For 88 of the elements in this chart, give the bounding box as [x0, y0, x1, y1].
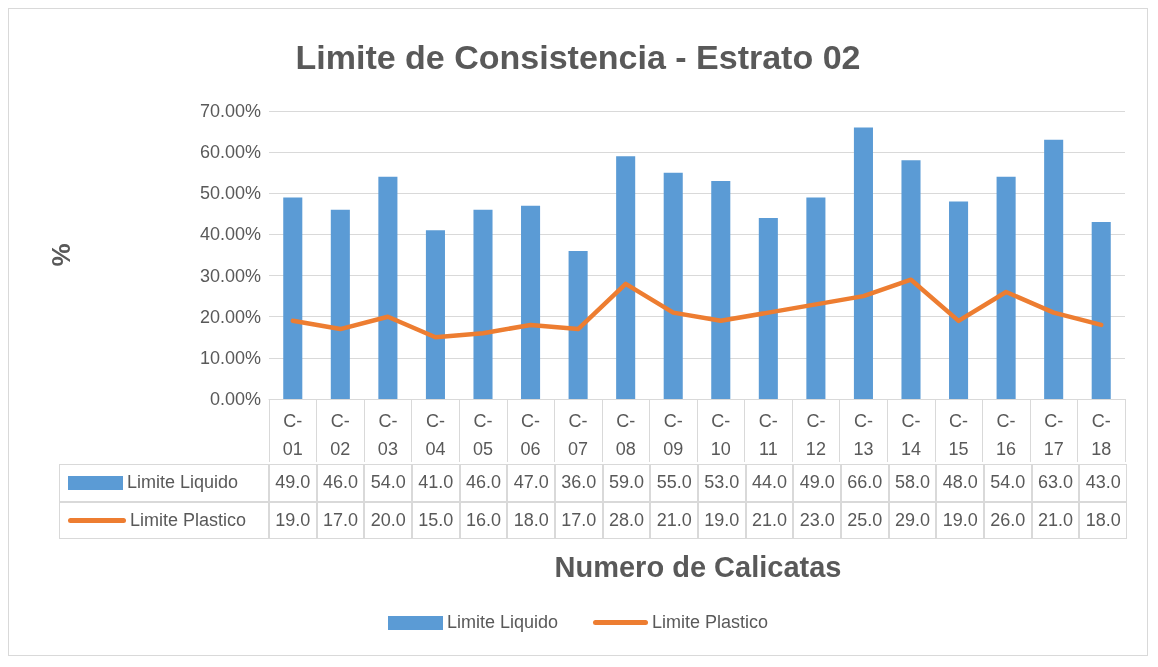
x-tick-label: C-04 — [425, 411, 446, 459]
data-label: 63.0 — [1031, 464, 1080, 502]
chart-title: Limite de Consistencia - Estrato 02 — [295, 38, 861, 76]
bar — [616, 156, 636, 399]
data-label: 58.0 — [888, 464, 937, 502]
data-label: 29.0 — [888, 501, 937, 539]
bar — [1044, 139, 1064, 399]
data-label: 59.0 — [602, 464, 651, 502]
x-tick-label: C-03 — [377, 411, 398, 459]
bar — [1091, 222, 1111, 399]
data-label: 47.0 — [507, 464, 555, 502]
data-label: 16.0 — [459, 501, 508, 539]
bar — [901, 160, 921, 399]
bar — [330, 209, 350, 399]
y-tick-label: 30.00% — [199, 265, 261, 286]
x-tick-label: C-01 — [282, 411, 303, 459]
data-label: 21.0 — [745, 501, 794, 539]
data-label: 26.0 — [984, 501, 1032, 539]
data-label: 20.0 — [364, 501, 412, 539]
bar — [473, 209, 493, 399]
bar — [806, 197, 826, 399]
y-tick-label: 40.00% — [199, 224, 261, 245]
x-tick-label: C-08 — [615, 411, 636, 459]
data-label: 19.0 — [936, 501, 984, 539]
x-tick-label: C-06 — [520, 411, 541, 459]
y-tick-label: 60.00% — [199, 142, 261, 163]
data-label: 19.0 — [698, 501, 746, 539]
data-label: 54.0 — [984, 464, 1032, 502]
x-tick-label: C-07 — [568, 411, 589, 459]
x-tick-label: C-09 — [663, 411, 684, 459]
data-label: 17.0 — [555, 501, 603, 539]
x-tick-label: C-10 — [710, 411, 731, 459]
data-label: 55.0 — [650, 464, 698, 502]
data-label: 36.0 — [555, 464, 603, 502]
data-label: 21.0 — [650, 501, 698, 539]
data-label: 18.0 — [1079, 501, 1127, 539]
data-label: 25.0 — [841, 501, 889, 539]
data-label: 54.0 — [364, 464, 412, 502]
data-label: 23.0 — [793, 501, 841, 539]
data-label: 46.0 — [316, 464, 365, 502]
bar — [949, 201, 969, 399]
data-label: 43.0 — [1079, 464, 1127, 502]
x-tick-label: C-16 — [996, 411, 1017, 459]
data-label: 28.0 — [602, 501, 651, 539]
x-tick-label: C-05 — [472, 411, 494, 459]
data-label: 66.0 — [841, 464, 889, 502]
x-tick-label: C-14 — [900, 411, 922, 459]
x-tick-label: C-11 — [758, 411, 778, 459]
data-label: 44.0 — [745, 464, 794, 502]
bar — [568, 250, 588, 399]
x-tick-label: C-18 — [1091, 411, 1112, 459]
data-label: 49.0 — [269, 464, 317, 502]
x-tick-label: C-17 — [1043, 411, 1064, 459]
bar — [711, 180, 731, 399]
x-tick-label: C-02 — [330, 411, 351, 459]
y-tick-label: 20.00% — [199, 306, 261, 327]
legend-label: Limite Liquido — [127, 472, 239, 494]
data-label: 21.0 — [1031, 501, 1080, 539]
y-tick-label: 50.00% — [199, 183, 261, 204]
data-label: 53.0 — [698, 464, 746, 502]
y-tick-label: 10.00% — [199, 347, 261, 368]
bar — [663, 172, 683, 399]
x-tick-label: C-15 — [948, 411, 969, 459]
x-tick-label: C-13 — [853, 411, 874, 459]
text: Limite Plastico — [652, 612, 769, 632]
bar — [425, 230, 445, 399]
legend-label: Limite Plastico — [130, 509, 247, 531]
bar — [521, 205, 541, 399]
y-tick-label: 70.00% — [199, 101, 261, 121]
x-tick-label: C-12 — [805, 411, 826, 459]
bar — [758, 217, 778, 399]
x-axis-title: Numero de Calicatas — [553, 551, 843, 584]
line-series — [290, 277, 1104, 340]
data-label: 46.0 — [459, 464, 508, 502]
bar — [283, 197, 303, 399]
data-label: 49.0 — [793, 464, 841, 502]
text: Limite Liquido — [446, 612, 559, 632]
data-label: 48.0 — [936, 464, 984, 502]
data-label: 18.0 — [507, 501, 555, 539]
data-label: 41.0 — [412, 464, 460, 502]
bar — [853, 127, 873, 399]
y-axis-title: % — [46, 243, 76, 267]
data-label: 15.0 — [412, 501, 460, 539]
y-tick-label: 0.00% — [209, 389, 261, 409]
data-label: 17.0 — [316, 501, 365, 539]
bar — [378, 176, 398, 399]
bar — [996, 176, 1016, 399]
data-label: 19.0 — [269, 501, 317, 539]
